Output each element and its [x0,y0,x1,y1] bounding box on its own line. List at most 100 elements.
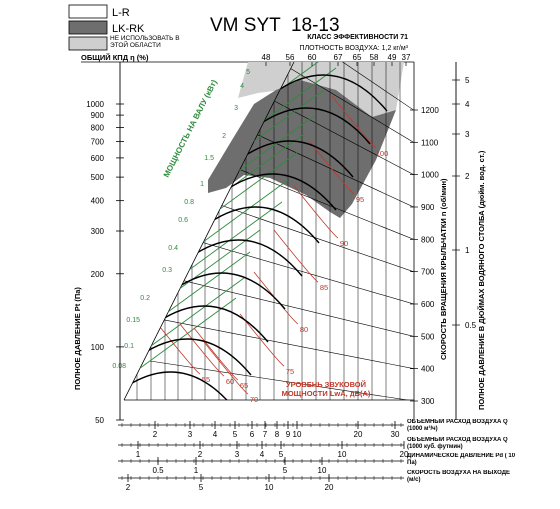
bottom-scale-tick-label: 2 [198,450,203,459]
sound-curve [309,141,355,195]
sound-value-label: 75 [286,367,294,376]
power-value-label: 0.1 [124,343,134,350]
bottom-scale-label: ОБЪЕМНЫЙ РАСХОД ВОЗДУХА Q (1000 м³/ч) [407,419,508,432]
power-value-label: 1 [200,181,204,188]
speed-tick-label: 1100 [421,138,439,147]
pressure-tick-label: 100 [91,343,105,352]
fan-curve [124,371,235,400]
efficiency-axis: 48 56 60 67 65 58 49 37 [262,53,411,66]
pressure-tick-label: 400 [91,197,105,206]
fan-curve [157,305,269,343]
efficiency-tick-label: 60 [308,53,317,62]
pressure-axis-label: ПОЛНОЕ ДАВЛЕНИЕ Pt (Па) [73,287,82,390]
efficiency-tick-label: 65 [353,53,362,62]
fan-curve [191,239,303,277]
inch-tick-label: 1 [465,246,470,255]
inch-tick-label: 0.5 [465,321,477,330]
air-density: ПЛОТНОСТЬ ВОЗДУХА: 1,2 кг/м³ [300,45,409,52]
sound-value-label: 70 [250,395,258,404]
sound-curve [331,95,377,149]
system-curves [124,74,388,400]
sound-curve [179,323,225,377]
speed-line [213,62,414,143]
sound-curve [239,313,285,367]
efficiency-tick-label: 48 [262,53,271,62]
bottom-scale-label-box: СКОРОСТЬ ВОЗДУХА НА ВЫХОДЕ (м/с) [407,470,510,483]
bottom-scale-tick-label: 10 [293,430,302,439]
sound-value-label: 90 [340,239,348,248]
speed-tick-label: 1200 [421,106,439,115]
power-value-label: 3 [234,105,238,112]
power-line [183,179,289,257]
pressure-tick-label: 200 [91,270,105,279]
inch-tick-label: 4 [465,100,470,109]
fan-curve [276,74,388,112]
sound-curve [253,271,299,325]
fan-curve [174,272,286,310]
bottom-scale-tick-label: 4 [260,450,265,459]
inch-axis: 5 4 3 2 1 0.5 [452,76,477,330]
speed-tick-label: 600 [421,300,435,309]
efficiency-tick-label: 56 [286,53,295,62]
bottom-scale-tick-label: 5 [283,466,288,475]
sound-label: УРОВЕНЬ ЗВУКОВОЙ МОЩНОСТИ LwA, дБ(A) [281,380,371,398]
bottom-scale-label: ОБЪЕМНЫЙ РАСХОД ВОЗДУХА Q (1000 куб. фут… [407,437,508,450]
speed-tick-label: 1000 [421,171,439,180]
bottom-scale-tick-label: 8 [275,430,280,439]
chart-title: VM SYT 18-13 [210,15,340,36]
bottom-scale-tick-label: 1 [136,450,141,459]
sound-value-label: 100 [376,149,389,158]
pressure-tick-label: 300 [91,227,105,236]
sound-value-label: 80 [300,325,308,334]
sound-value-label: 95 [356,195,364,204]
bottom-scale-tick-label: 4 [213,430,218,439]
efficiency-tick-label: 58 [370,53,379,62]
bottom-scale-tick-label: 6 [250,430,255,439]
efficiency-axis-label: ОБЩИЙ КПД η (%) [81,53,149,62]
speed-tick-label: 700 [421,268,435,277]
power-value-label: 5 [246,69,250,76]
speed-tick-label: 800 [421,235,435,244]
speed-line [221,62,414,111]
bottom-scale-tick-label: 3 [188,430,193,439]
efficiency-class: КЛАСС ЭФФЕКТИВНОСТИ 71 [307,34,408,41]
power-line [139,277,245,355]
pressure-axis: 50 100 200 300 400 500 600 700 800 900 1000 [86,100,124,425]
bottom-scale-tick-label: 2 [153,430,158,439]
legend-label-lr: L-R [112,7,130,19]
sound-curve [155,321,201,375]
bottom-scale-tick-label: 20 [354,430,363,439]
speed-lines [149,62,414,400]
bottom-scale-tick-label: 10 [265,483,274,492]
pressure-tick-label: 700 [91,138,105,147]
speed-tick-label: 300 [421,397,435,406]
bottom-scale-label-box: ДИНАМИЧЕСКОЕ ДАВЛЕНИЕ Pd ( 10 Па) [407,453,515,466]
efficiency-tick-label: 37 [402,53,411,62]
power-value-label: 0.8 [184,199,194,206]
pressure-tick-label: 500 [91,173,105,182]
bottom-scale-tick-label: 2 [126,483,131,492]
sound-curve [193,327,239,381]
pressure-tick-label: 1000 [86,100,104,109]
power-value-label: 0.4 [168,245,178,252]
legend-swatch-lkrk [68,20,108,35]
bottom-scale-tick-label: 3 [235,450,240,459]
power-value-label: 0.15 [126,317,140,324]
sound-curve [203,341,249,395]
bottom-scale-tick-label: 10 [318,466,327,475]
sound-value-label: 65 [240,381,248,390]
speed-line [173,233,414,305]
efficiency-tick-label: 49 [388,53,397,62]
power-value-label: 2 [222,133,226,140]
power-value-label: 0.3 [162,267,172,274]
speed-axis: 300 400 500 600 700 800 900 1000 1100 1200 [410,106,439,406]
bottom-scale-tick-label: 20 [325,483,334,492]
bottom-scale-tick-label: 1 [194,466,199,475]
inch-tick-label: 2 [465,172,470,181]
speed-tick-label: 400 [421,365,435,374]
power-value-label: 1.5 [204,155,214,162]
